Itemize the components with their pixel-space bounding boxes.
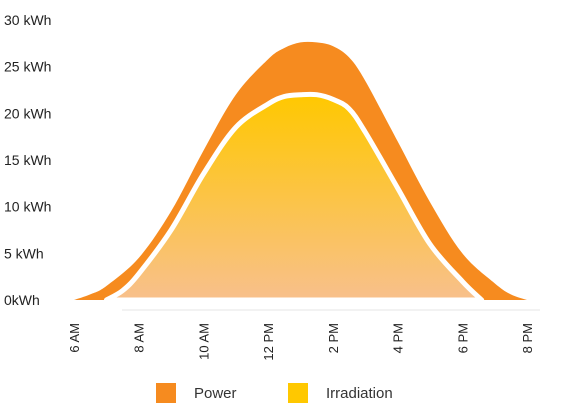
y-tick-label: 15 kWh bbox=[4, 152, 51, 168]
y-tick-label: 5 kWh bbox=[4, 245, 44, 261]
x-tick-label: 10 AM bbox=[196, 323, 211, 360]
series-area-irradiation bbox=[103, 91, 485, 303]
x-axis-ticks: 6 AM 8 AM 10 AM 12 PM 2 PM 4 PM 6 PM 8 PM bbox=[67, 323, 535, 361]
y-tick-label: 25 kWh bbox=[4, 59, 51, 75]
legend-swatch-irradiation bbox=[288, 383, 308, 403]
legend-item-power[interactable]: Power bbox=[156, 382, 237, 404]
legend-item-irradiation[interactable]: Irradiation bbox=[288, 382, 393, 404]
legend: Power Irradiation bbox=[0, 382, 563, 406]
x-tick-label: 8 AM bbox=[132, 323, 147, 353]
y-tick-label: 10 kWh bbox=[4, 199, 51, 215]
x-tick-label: 6 PM bbox=[455, 323, 470, 353]
y-tick-label: 20 kWh bbox=[4, 105, 51, 121]
y-tick-label: 0kWh bbox=[4, 292, 40, 308]
x-tick-label: 4 PM bbox=[391, 323, 406, 353]
y-axis-ticks: 0kWh 5 kWh 10 kWh 15 kWh 20 kWh 25 kWh 30 kWh bbox=[4, 12, 51, 308]
legend-label-irradiation: Irradiation bbox=[326, 384, 393, 402]
x-tick-label: 6 AM bbox=[67, 323, 82, 353]
x-tick-label: 8 PM bbox=[520, 323, 535, 353]
legend-swatch-power bbox=[156, 383, 176, 403]
legend-label-power: Power bbox=[194, 384, 237, 402]
y-tick-label: 30 kWh bbox=[4, 12, 51, 28]
x-tick-label: 12 PM bbox=[261, 323, 276, 361]
x-tick-label: 2 PM bbox=[326, 323, 341, 353]
series-layer bbox=[74, 41, 527, 303]
